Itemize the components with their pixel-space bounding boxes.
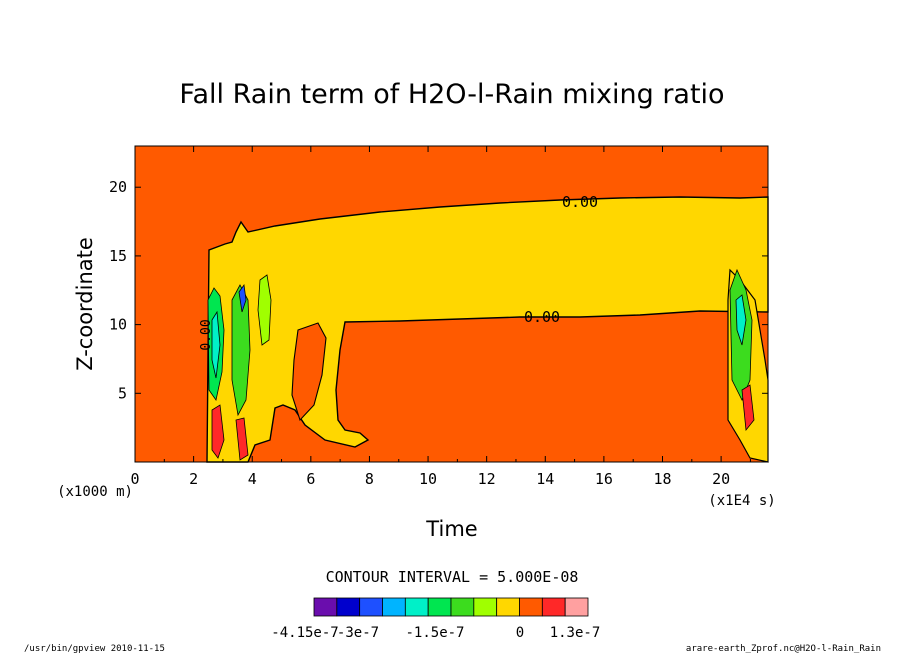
colorbar-swatch bbox=[404, 597, 429, 617]
colorbar bbox=[313, 597, 589, 617]
cell-red-b bbox=[235, 417, 249, 461]
chart-title: Fall Rain term of H2O-l-Rain mixing rati… bbox=[179, 79, 724, 110]
colorbar-tick-label: -1.5e-7 bbox=[405, 625, 464, 641]
y-tick-label: 20 bbox=[109, 178, 127, 196]
colorbar-tick-label: 1.3e-7 bbox=[550, 625, 601, 641]
y-axis: 5 10 15 20 bbox=[109, 178, 768, 402]
y-axis-title: Z-coordinate bbox=[73, 237, 97, 371]
colorbar-swatch bbox=[382, 597, 406, 617]
convective-cells-right bbox=[729, 268, 755, 432]
cell-green-b bbox=[231, 284, 251, 417]
plot-area: 0.00 0.00 0.00 bbox=[134, 145, 769, 463]
orange-pocket bbox=[291, 322, 327, 422]
x-tick-label: 20 bbox=[712, 470, 730, 488]
x-tick-label: 4 bbox=[248, 470, 257, 488]
colorbar-swatch bbox=[427, 597, 452, 617]
cell-cyan-a bbox=[211, 310, 221, 379]
contour-label: 0.00 bbox=[562, 193, 598, 211]
cell-red-a bbox=[211, 404, 225, 459]
colorbar-tick-label: -4.15e-7 bbox=[271, 625, 338, 641]
contour-interval: CONTOUR INTERVAL = 5.000E-08 bbox=[326, 568, 579, 586]
x-tick-label: 0 bbox=[130, 470, 139, 488]
colorbar-swatch bbox=[541, 597, 566, 617]
x-axis: 0 2 4 6 8 10 12 14 16 18 20 bbox=[130, 146, 751, 488]
colorbar-swatch bbox=[336, 597, 361, 617]
footer-right: arare-earth_Zprof.nc@H2O-l-Rain_Rain bbox=[686, 644, 881, 654]
yellow-band-main bbox=[206, 196, 769, 463]
cell-cyan-d bbox=[735, 294, 747, 346]
colorbar-swatch bbox=[359, 597, 383, 617]
x-tick-label: 8 bbox=[365, 470, 374, 488]
y-tick-label: 5 bbox=[118, 384, 127, 402]
cell-green-c bbox=[257, 274, 272, 346]
x-tick-label: 18 bbox=[653, 470, 671, 488]
x-tick-label: 10 bbox=[419, 470, 437, 488]
convective-cells-left bbox=[207, 274, 272, 461]
cell-red-d bbox=[741, 384, 755, 432]
colorbar-swatch bbox=[564, 597, 589, 617]
colorbar-swatch bbox=[496, 597, 520, 617]
x-tick-label: 16 bbox=[595, 470, 613, 488]
y-tick-label: 10 bbox=[109, 316, 127, 334]
footer-left: /usr/bin/gpview 2010-11-15 bbox=[24, 644, 165, 654]
contour-label: 0.00 bbox=[524, 308, 560, 326]
x-tick-label: 6 bbox=[306, 470, 315, 488]
colorbar-swatch bbox=[473, 597, 498, 617]
colorbar-labels: -4.15e-7-3e-7 -1.5e-7 0 1.3e-7 bbox=[271, 625, 600, 641]
colorbar-swatch bbox=[519, 597, 543, 617]
y-unit-label: (x1000 m) bbox=[57, 484, 133, 500]
x-unit-label: (x1E4 s) bbox=[708, 493, 775, 509]
contour-label: 0.00 bbox=[199, 319, 214, 350]
cell-blue-b bbox=[238, 283, 247, 313]
x-tick-label: 14 bbox=[536, 470, 554, 488]
y-tick-label: 15 bbox=[109, 247, 127, 265]
plot-frame bbox=[134, 145, 769, 463]
colorbar-swatch bbox=[313, 597, 338, 617]
x-axis-title: Time bbox=[425, 517, 477, 541]
colorbar-swatch bbox=[450, 597, 475, 617]
colorbar-tick-label: -3e-7 bbox=[337, 625, 379, 641]
x-tick-label: 2 bbox=[189, 470, 198, 488]
colorbar-tick-label: 0 bbox=[516, 625, 524, 641]
x-tick-label: 12 bbox=[478, 470, 496, 488]
